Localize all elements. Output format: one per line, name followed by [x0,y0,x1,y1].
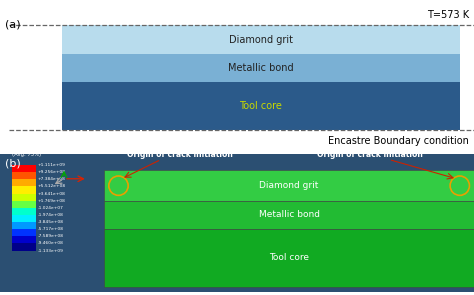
Text: (b): (b) [5,158,20,168]
Text: +7.384e+08: +7.384e+08 [38,177,66,181]
Bar [12,236,36,243]
Text: -7.589e+08: -7.589e+08 [38,234,64,238]
Text: +3.641e+08: +3.641e+08 [38,191,66,196]
Text: +5.512e+08: +5.512e+08 [38,184,66,189]
Text: -3.845e+08: -3.845e+08 [38,220,64,224]
Text: -5.717e+08: -5.717e+08 [38,227,64,231]
Bar [12,243,36,251]
Text: Tool core: Tool core [239,101,282,111]
Bar [12,194,36,201]
Text: -9.460e+08: -9.460e+08 [38,242,64,245]
Text: S, S12
(Avg: 75%): S, S12 (Avg: 75%) [12,146,41,157]
Text: Encastre Boundary condition: Encastre Boundary condition [328,136,469,146]
Bar [62,82,460,130]
Text: +9.256e+08: +9.256e+08 [38,170,66,174]
Text: -1.133e+09: -1.133e+09 [38,249,64,253]
Bar [12,165,36,172]
Text: Tool core: Tool core [269,253,309,262]
Bar [62,25,460,54]
Bar [62,54,460,82]
Text: +1.111e+09: +1.111e+09 [38,163,66,167]
Bar [12,229,36,236]
Text: +1.769e+08: +1.769e+08 [38,199,66,203]
Bar [104,201,474,229]
Text: Origin of crack initiation: Origin of crack initiation [317,150,423,159]
Bar [12,201,36,208]
Bar [12,208,36,215]
Text: Diamond grit: Diamond grit [228,35,293,45]
Bar [12,179,36,186]
Bar [104,171,474,201]
Text: -1.974e+08: -1.974e+08 [38,213,64,217]
Text: T=573 K: T=573 K [427,10,469,20]
Text: Origin of crack initiation: Origin of crack initiation [127,150,233,159]
Bar [12,172,36,179]
Bar [12,215,36,222]
Text: (a): (a) [5,20,20,30]
Text: Metallic bond: Metallic bond [259,210,319,219]
Bar [12,222,36,229]
Text: -1.024e+07: -1.024e+07 [38,206,64,210]
Bar [104,229,474,286]
Text: Diamond grit: Diamond grit [259,181,319,190]
Text: Metallic bond: Metallic bond [228,63,293,73]
Bar [12,186,36,194]
